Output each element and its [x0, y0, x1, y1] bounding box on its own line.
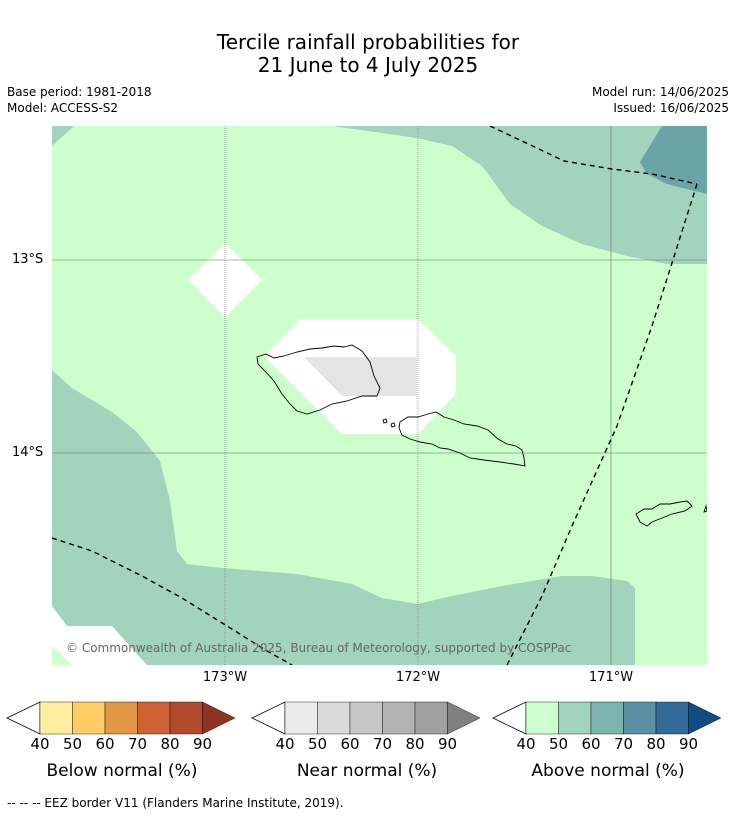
tick-label: 80 — [405, 735, 425, 753]
above-60-70-region — [640, 126, 707, 194]
near-normal-region — [304, 357, 417, 396]
tick-label: 50 — [62, 735, 83, 753]
apolima-island — [390, 422, 396, 428]
model-run: Model run: 14/06/2025 — [591, 85, 729, 99]
colorbar-segment — [382, 701, 416, 735]
tick-label: 80 — [160, 735, 180, 753]
title-line-2: 21 June to 4 July 2025 — [257, 53, 479, 77]
upolu-island — [398, 411, 526, 467]
tick-label: 60 — [340, 735, 360, 753]
colorbar-segment — [349, 701, 383, 735]
colorbar-extend-high — [202, 701, 236, 735]
model-info: Base period: 1981-2018 Model: ACCESS-S2 — [7, 84, 152, 116]
colorbar-extend-low — [492, 701, 527, 735]
tutuila-island — [635, 500, 693, 527]
colorbar-segment — [72, 701, 106, 735]
colorbar-extend-high — [688, 701, 722, 735]
colorbar-segment — [558, 701, 592, 735]
base-period: Base period: 1981-2018 — [7, 85, 152, 99]
tick-label: 60 — [581, 735, 601, 753]
tick-label: 90 — [437, 735, 458, 753]
manono-island — [382, 418, 388, 424]
savaii-island — [256, 344, 381, 415]
eez-border-south — [52, 537, 293, 665]
above-normal-label: Above normal (%) — [531, 761, 685, 781]
colorbar-segment — [655, 701, 689, 735]
above-50-60-region-north — [52, 126, 707, 264]
colorbar-segment — [317, 701, 351, 735]
tick-label: 80 — [646, 735, 666, 753]
title-line-1: Tercile rainfall probabilities for — [216, 30, 520, 54]
above-normal-colorbar — [492, 701, 722, 735]
colorbar-extend-low — [251, 701, 286, 735]
colorbar-segment — [623, 701, 657, 735]
map-title: Tercile rainfall probabilities for 21 Ju… — [0, 31, 736, 77]
issued-date: Issued: 16/06/2025 — [613, 101, 729, 115]
tick-label: 50 — [307, 735, 328, 753]
graticule — [52, 126, 707, 665]
tick-label: 40 — [516, 735, 536, 753]
tick-label: 40 — [30, 735, 50, 753]
tick-label: 60 — [95, 735, 115, 753]
lon-label-173w: 173°W — [202, 670, 248, 685]
colorbar-extend-high — [447, 701, 481, 735]
tick-label: 70 — [613, 735, 634, 753]
lon-label-172w: 172°W — [395, 670, 441, 685]
tick-label: 90 — [678, 735, 699, 753]
copyright-notice: © Commonwealth of Australia 2025, Bureau… — [66, 641, 572, 655]
colorbar-segment — [284, 701, 318, 735]
lon-label-171w: 171°W — [588, 670, 634, 685]
colorbar-segment — [169, 701, 203, 735]
below-normal-label: Below normal (%) — [46, 761, 198, 781]
eez-footnote: -- -- -- EEZ border V11 (Flanders Marine… — [7, 796, 344, 810]
tick-label: 50 — [548, 735, 569, 753]
below-normal-colorbar — [6, 701, 236, 735]
aunuu-island — [703, 504, 707, 513]
colorbar-segment — [414, 701, 448, 735]
colorbar-segment — [104, 701, 138, 735]
near-normal-label: Near normal (%) — [296, 761, 438, 781]
colorbar-segment — [137, 701, 171, 735]
above-40-50-corner-sliver — [52, 646, 72, 665]
tick-label: 70 — [372, 735, 393, 753]
lat-label-13s: 13°S — [12, 252, 44, 267]
above-50-60-region-south — [52, 370, 635, 665]
colorbar-segment — [39, 701, 73, 735]
tick-label: 70 — [127, 735, 148, 753]
lat-label-14s: 14°S — [12, 445, 44, 460]
colorbar-extend-low — [6, 701, 41, 735]
colorbar-segment — [590, 701, 624, 735]
run-info: Model run: 14/06/2025 Issued: 16/06/2025 — [592, 84, 729, 116]
islands — [256, 344, 707, 527]
model-name: Model: ACCESS-S2 — [7, 101, 119, 115]
tick-label: 90 — [192, 735, 213, 753]
probability-map — [52, 126, 707, 665]
eez-border-east — [506, 183, 698, 665]
near-normal-colorbar — [251, 701, 481, 735]
colorbar-segment — [525, 701, 559, 735]
no-category-region-corner — [52, 606, 147, 665]
eez-border-north — [489, 126, 698, 185]
eez-borders — [52, 126, 698, 665]
tick-label: 40 — [275, 735, 295, 753]
